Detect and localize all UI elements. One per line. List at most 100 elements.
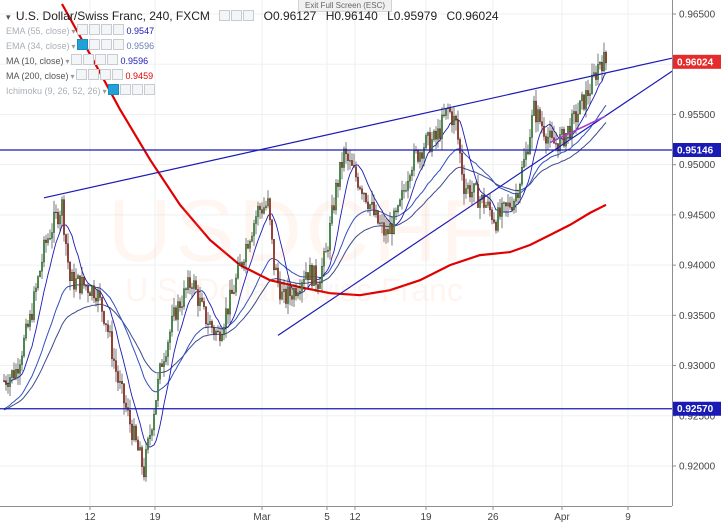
candle-body [583, 94, 585, 110]
indicator-row[interactable]: EMA (55, close) ▾ 0.9547 [6, 24, 499, 39]
candle-body [435, 130, 437, 140]
candle-body [505, 202, 507, 207]
indicator-row[interactable]: Ichimoku (9, 26, 52, 26) ▾ [6, 84, 499, 99]
candle-body [159, 363, 161, 380]
candle-body [563, 129, 565, 147]
eye-icon[interactable] [70, 54, 82, 65]
gear-icon[interactable] [119, 84, 131, 95]
indicator-label[interactable]: EMA (55, close) [6, 26, 70, 36]
candle-body [285, 288, 287, 304]
price-tick-label: 0.95000 [679, 160, 716, 171]
candle-body [255, 216, 257, 224]
candle-body [441, 114, 443, 139]
candle-body [339, 162, 341, 187]
gear-icon[interactable] [88, 24, 100, 35]
price-badge-label: 0.95146 [677, 146, 714, 157]
close-icon[interactable] [131, 84, 143, 95]
candle-body [489, 201, 491, 211]
indicator-row[interactable]: MA (200, close) ▾ 0.9459 [6, 69, 499, 84]
time-axis[interactable]: 12 19 Mar 5 12 19 26 Apr 9 [0, 506, 672, 523]
candle-body [43, 239, 45, 263]
candle-body [453, 115, 455, 126]
eye-icon[interactable] [107, 84, 119, 95]
candle-body [131, 423, 133, 440]
candle-body [165, 356, 167, 362]
more-icon[interactable] [111, 69, 123, 80]
close-icon[interactable] [243, 10, 255, 21]
eye-icon[interactable] [76, 39, 88, 50]
more-icon[interactable] [143, 84, 155, 95]
candle-body [513, 200, 515, 210]
candle-body [213, 327, 215, 335]
candle-body [139, 447, 141, 451]
settings-icon[interactable] [231, 10, 243, 21]
chevron-down-icon[interactable]: ▾ [102, 87, 107, 96]
candles [3, 42, 607, 482]
indicator-label[interactable]: Ichimoku (9, 26, 52, 26) [6, 86, 101, 96]
candle-body [527, 151, 529, 154]
indicator-label[interactable]: MA (200, close) [6, 71, 69, 81]
candle-body [67, 243, 69, 263]
time-tick-label: Mar [253, 512, 271, 523]
candle-body [289, 286, 291, 296]
time-tick-label: 26 [487, 512, 499, 523]
gear-icon[interactable] [88, 39, 100, 50]
candle-body [117, 371, 119, 383]
candle-body [543, 125, 545, 137]
chevron-down-icon[interactable]: ▾ [71, 27, 76, 36]
close-icon[interactable] [100, 39, 112, 50]
candle-body [71, 271, 73, 282]
candle-body [523, 159, 525, 168]
close-icon[interactable] [100, 24, 112, 35]
candle-body [179, 301, 181, 308]
candle-body [245, 244, 247, 263]
indicator-label[interactable]: EMA (34, close) [6, 41, 70, 51]
candle-body [109, 331, 111, 333]
candle-body [175, 307, 177, 320]
candle-body [233, 292, 235, 294]
more-icon[interactable] [106, 54, 118, 65]
gear-icon[interactable] [82, 54, 94, 65]
candle-body [469, 185, 471, 198]
candle-body [549, 130, 551, 138]
candle-body [59, 215, 61, 225]
candle-body [7, 384, 9, 387]
candle-body [425, 135, 427, 148]
candle-body [519, 184, 521, 198]
candle-body [465, 188, 467, 194]
close-icon[interactable] [94, 54, 106, 65]
candle-body [33, 291, 35, 320]
price-axis[interactable]: 0.965000.960000.955000.950000.945000.940… [672, 0, 722, 524]
chevron-down-icon[interactable]: ▾ [6, 12, 11, 22]
candle-body [129, 410, 131, 425]
indicator-label[interactable]: MA (10, close) [6, 56, 64, 66]
candle-body [517, 194, 519, 198]
candle-body [407, 180, 409, 191]
eye-icon[interactable] [76, 24, 88, 35]
candle-body [581, 94, 583, 101]
exit-fullscreen-button[interactable]: Exit Full Screen (ESC) [298, 0, 393, 12]
close-icon[interactable] [99, 69, 111, 80]
gear-icon[interactable] [87, 69, 99, 80]
candle-body [567, 126, 569, 134]
more-icon[interactable] [112, 24, 124, 35]
chevron-down-icon[interactable]: ▾ [65, 57, 70, 66]
candle-body [147, 438, 149, 450]
candle-body [431, 139, 433, 152]
chevron-down-icon[interactable]: ▾ [70, 72, 75, 81]
price-tick-label: 0.93500 [679, 311, 716, 322]
candle-body [371, 202, 373, 205]
eye-icon[interactable] [219, 10, 231, 21]
symbol-title[interactable]: U.S. Dollar/Swiss Franc, 240, FXCM [15, 9, 210, 23]
indicator-row[interactable]: MA (10, close) ▾ 0.9596 [6, 54, 499, 69]
more-icon[interactable] [112, 39, 124, 50]
indicator-row[interactable]: EMA (34, close) ▾ 0.9596 [6, 39, 499, 54]
candle-body [205, 306, 207, 325]
chevron-down-icon[interactable]: ▾ [71, 42, 76, 51]
candle-body [171, 315, 173, 333]
candle-body [57, 212, 59, 225]
eye-icon[interactable] [75, 69, 87, 80]
channel-line [549, 115, 606, 144]
candle-body [295, 288, 297, 297]
